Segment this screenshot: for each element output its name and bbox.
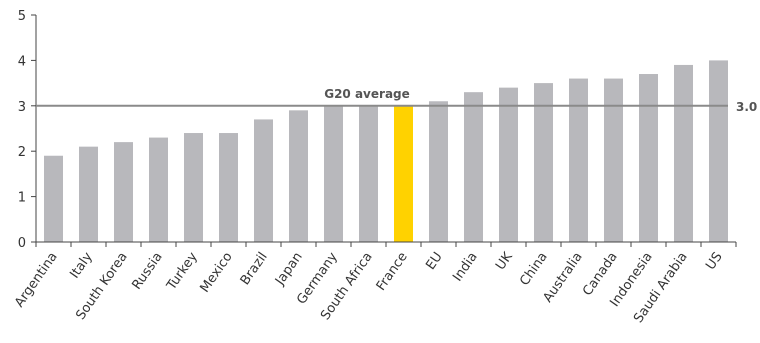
bar-south-africa <box>359 105 378 242</box>
x-tick-label: Japan <box>272 250 306 289</box>
bar-china <box>534 83 553 242</box>
x-tick-label: US <box>703 250 725 273</box>
y-tick-label: 0 <box>18 236 26 251</box>
bar-canada <box>604 78 623 242</box>
x-tick-label: Turkey <box>164 249 201 293</box>
bars-group <box>44 60 728 243</box>
x-tick-label: Argentina <box>12 250 61 311</box>
bar-france <box>394 105 413 242</box>
bar-us <box>709 60 728 243</box>
bar-russia <box>149 137 168 242</box>
bar-australia <box>569 78 588 242</box>
g20-average-label: G20 average <box>324 87 410 101</box>
x-tick-label: Brazil <box>238 250 271 288</box>
y-tick-label: 2 <box>18 145 26 160</box>
x-tick-label: China <box>517 250 551 289</box>
x-tick-label: Russia <box>130 250 166 293</box>
bar-eu <box>429 101 448 242</box>
x-tick-label: India <box>450 250 481 285</box>
bar-indonesia <box>639 74 658 243</box>
bar-turkey <box>184 133 203 242</box>
bar-brazil <box>254 119 273 242</box>
g20-average-value-label: 3.0 <box>736 100 757 114</box>
x-tick-label: Mexico <box>197 250 235 296</box>
y-tick-label: 5 <box>18 9 26 24</box>
bar-uk <box>499 87 518 242</box>
bar-saudi-arabia <box>674 64 693 242</box>
bar-italy <box>79 146 98 242</box>
y-ticks-group: 0 1 2 3 4 5 <box>18 9 36 251</box>
y-tick-label: 3 <box>18 100 26 115</box>
bar-argentina <box>44 155 63 242</box>
y-tick-label: 4 <box>18 54 26 69</box>
bar-mexico <box>219 133 238 242</box>
bar-india <box>464 92 483 243</box>
bar-japan <box>289 110 308 242</box>
x-tick-label: Italy <box>67 249 96 281</box>
bar-germany <box>324 105 343 242</box>
y-tick-label: 1 <box>18 191 26 206</box>
axes-group <box>35 15 736 243</box>
x-tick-label: France <box>374 250 411 294</box>
x-tick-label: EU <box>423 250 445 273</box>
x-tick-label: UK <box>493 249 516 273</box>
bar-south-korea <box>114 142 133 242</box>
